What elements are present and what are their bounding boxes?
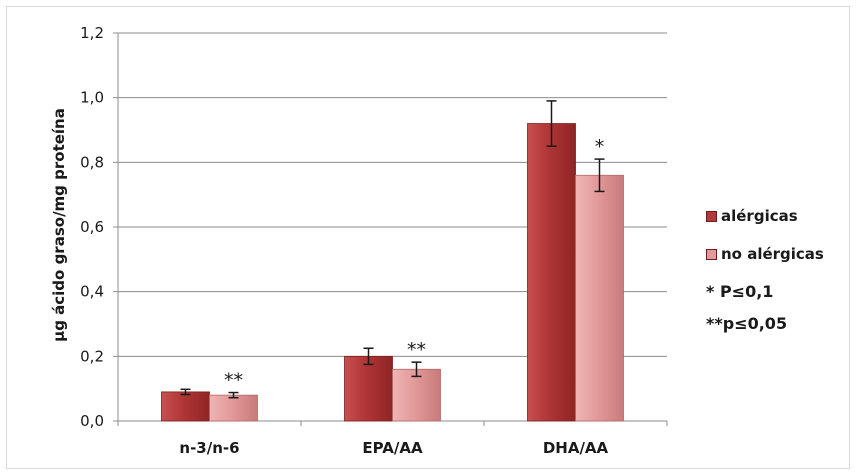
y-tick-label: 1,0: [80, 89, 104, 107]
y-tick-label: 0,6: [80, 218, 104, 236]
legend: alérgicas no alérgicas * P≤0,1 **p≤0,05: [706, 206, 851, 346]
bar-alergicas: [344, 355, 393, 422]
legend-label-no-alergicas: no alérgicas: [721, 245, 824, 263]
bar-no-alergicas: [575, 174, 624, 422]
bar-no-alergicas: [392, 368, 441, 422]
bar-alergicas: [161, 391, 210, 422]
legend-item-alergicas: alérgicas: [706, 206, 851, 226]
x-category-label: EPA/AA: [362, 439, 423, 457]
bar-no-alergicas: [209, 394, 258, 422]
significance-note-p005: **p≤0,05: [706, 314, 788, 333]
y-tick-label: 0,4: [80, 283, 104, 301]
significance-note-p01: * P≤0,1: [706, 282, 774, 301]
y-tick-label: 1,2: [80, 24, 104, 42]
legend-swatch-no-alergicas: [706, 248, 717, 260]
y-tick-label: 0,8: [80, 153, 104, 171]
legend-item-no-alergicas: no alérgicas: [706, 244, 851, 264]
y-tick-label: 0,2: [80, 347, 104, 365]
significance-mark: *: [595, 136, 605, 158]
legend-swatch-alergicas: [706, 210, 717, 222]
x-category-label: DHA/AA: [543, 439, 609, 457]
y-axis-label: µg ácido graso/mg proteína: [50, 108, 68, 342]
significance-mark: **: [224, 370, 243, 392]
significance-mark: **: [407, 339, 426, 361]
chart-frame: [6, 6, 850, 469]
legend-label-alergicas: alérgicas: [721, 207, 798, 225]
bar-alergicas: [527, 123, 576, 422]
x-category-label: n-3/n-6: [179, 439, 239, 457]
y-tick-label: 0,0: [80, 412, 104, 430]
